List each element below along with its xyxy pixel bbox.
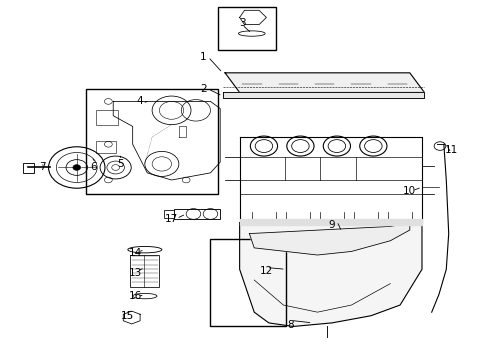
Text: 5: 5 — [117, 159, 123, 169]
Bar — [86, 89, 217, 194]
Polygon shape — [224, 73, 424, 93]
Bar — [210, 239, 285, 327]
Text: 14: 14 — [128, 248, 142, 258]
Text: 13: 13 — [128, 268, 142, 278]
Text: 16: 16 — [128, 291, 142, 301]
Text: 11: 11 — [444, 145, 457, 155]
Polygon shape — [239, 219, 421, 225]
Polygon shape — [222, 93, 424, 98]
Text: 15: 15 — [121, 311, 134, 321]
Text: 2: 2 — [200, 84, 206, 94]
Bar — [217, 7, 276, 50]
Polygon shape — [249, 223, 409, 255]
Circle shape — [73, 165, 81, 170]
Text: 3: 3 — [238, 18, 245, 28]
Polygon shape — [239, 223, 421, 327]
Text: 17: 17 — [164, 214, 178, 224]
Bar — [96, 141, 116, 153]
Text: 7: 7 — [40, 162, 46, 172]
Text: 6: 6 — [90, 162, 97, 172]
Text: 4: 4 — [136, 96, 143, 107]
Text: 10: 10 — [403, 186, 415, 196]
Bar — [23, 163, 34, 173]
Bar — [174, 208, 220, 219]
Text: 9: 9 — [328, 220, 335, 230]
Text: 8: 8 — [287, 320, 293, 330]
Text: 1: 1 — [200, 52, 206, 62]
Text: 12: 12 — [259, 266, 272, 276]
Bar — [130, 255, 159, 287]
Bar — [96, 111, 118, 125]
